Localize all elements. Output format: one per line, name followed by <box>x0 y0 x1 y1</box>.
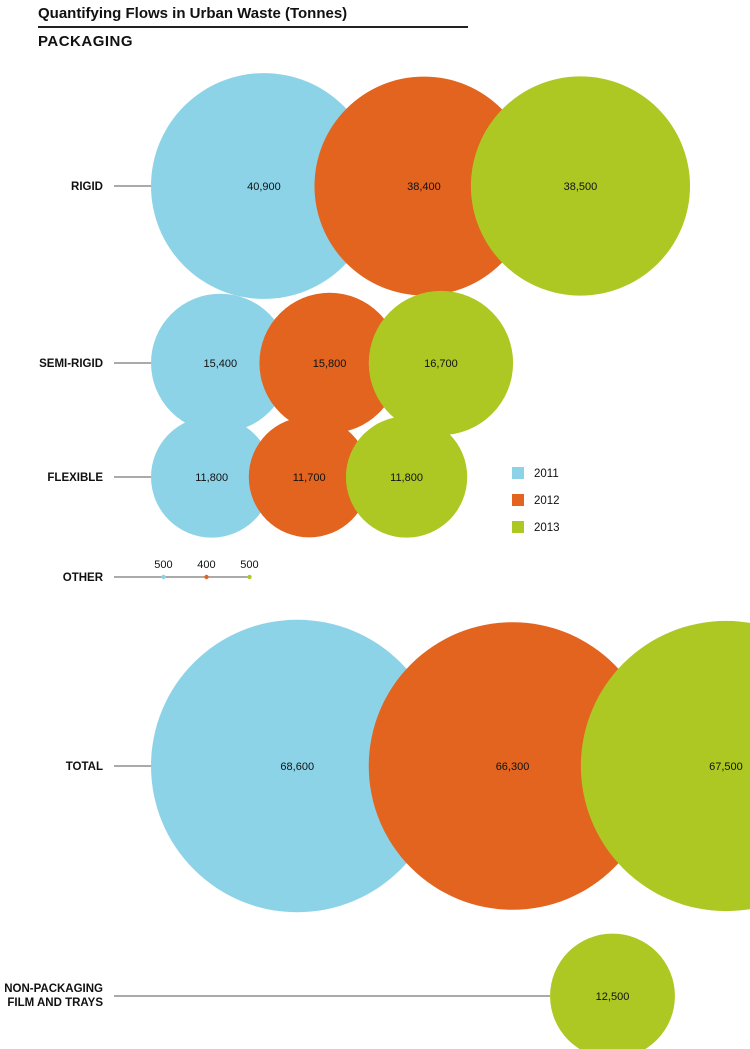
bubble-semi-rigid-2011 <box>151 293 290 433</box>
bubble-rigid-2012 <box>314 76 534 296</box>
value-label-rigid-2012: 38,400 <box>407 181 441 193</box>
bubble-flexible-2011 <box>151 416 273 538</box>
bubble-other-2011 <box>161 574 166 580</box>
value-label-total-2013: 67,500 <box>709 761 743 773</box>
category-label-other: OTHER <box>63 572 104 584</box>
value-label-flexible-2011: 11,800 <box>195 472 228 484</box>
legend-label-2013: 2013 <box>534 522 560 534</box>
category-label-rigid: RIGID <box>71 181 103 193</box>
bubble-flexible-2012 <box>248 416 370 538</box>
category-label-non-packaging-line2: FILM AND TRAYS <box>7 997 103 1009</box>
bubble-semi-rigid-2012 <box>259 292 400 434</box>
value-label-total-2012: 66,300 <box>496 761 530 773</box>
category-label-total: TOTAL <box>66 761 103 773</box>
value-label-semi-rigid-2013: 16,700 <box>424 358 458 370</box>
value-label-other-2011: 500 <box>154 559 172 571</box>
bubble-rigid-2011 <box>151 73 377 299</box>
value-label-other-2012: 400 <box>197 559 215 571</box>
legend-swatch-2011 <box>512 467 524 479</box>
category-label-flexible: FLEXIBLE <box>47 472 103 484</box>
bubble-other-2012 <box>204 574 209 580</box>
value-label-flexible-2013: 11,800 <box>390 472 423 484</box>
bubble-total-2012 <box>368 622 657 910</box>
bubble-other-2013 <box>247 574 252 580</box>
bubble-flexible-2013 <box>345 416 468 538</box>
category-label-semi-rigid: SEMI-RIGID <box>39 358 103 370</box>
value-label-rigid-2011: 40,900 <box>247 181 281 193</box>
legend-swatch-2013 <box>512 521 524 533</box>
value-label-rigid-2013: 38,500 <box>564 181 598 193</box>
bubble-rigid-2013 <box>470 76 691 296</box>
bubble-semi-rigid-2013 <box>368 290 514 436</box>
value-label-other-2013: 500 <box>240 559 258 571</box>
value-label-flexible-2012: 11,700 <box>293 472 326 484</box>
value-label-semi-rigid-2011: 15,400 <box>203 358 237 370</box>
bubble-total-2011 <box>151 619 444 913</box>
legend-swatch-2012 <box>512 494 524 506</box>
value-label-semi-rigid-2012: 15,800 <box>313 358 347 370</box>
bubble-total-2013 <box>580 620 750 912</box>
chart-title: Quantifying Flows in Urban Waste (Tonnes… <box>38 5 348 22</box>
title-rule <box>38 26 468 28</box>
bubble-non-packaging-2013 <box>550 933 675 1049</box>
legend-label-2012: 2012 <box>534 495 560 507</box>
section-heading: PACKAGING <box>38 33 134 50</box>
legend-label-2011: 2011 <box>534 468 559 480</box>
value-label-total-2011: 68,600 <box>280 761 314 773</box>
value-label-non-packaging-2013: 12,500 <box>596 991 630 1003</box>
category-label-non-packaging-line1: NON-PACKAGING <box>4 983 103 995</box>
